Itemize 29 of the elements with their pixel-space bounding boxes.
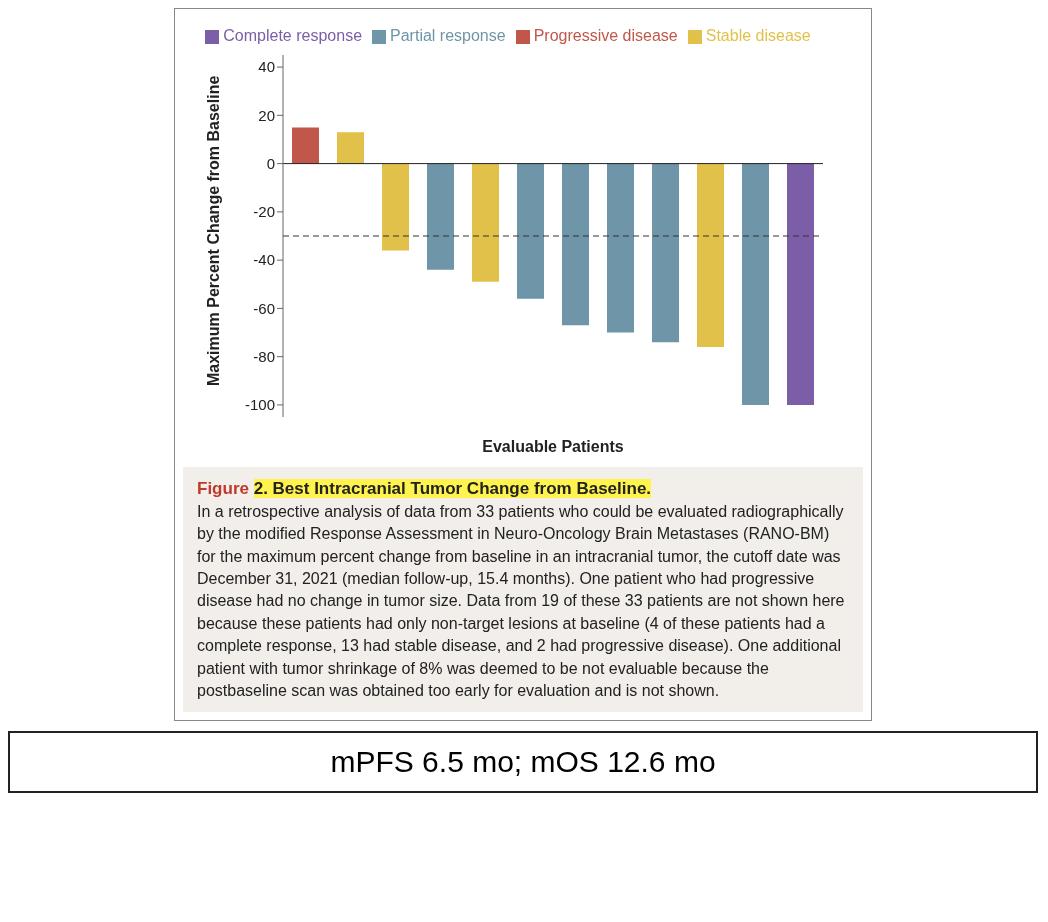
text: In a retrospective analysis of data from 33 patients who could be evaluated radiographically by the modified Response Assessment in Neuro-Oncology Brain Metastases (RANO-BM) for the maximum percent change from baseline in an intracranial tumor, the cutoff date was December 31, 2021 (median follow-up, 15.4 months). One patient who had progressive disease had no change in tumor size. Data from 19 of these 33 patients are not shown here because these patients had only non-target lesions at baseline (4 of these patients had a complete response, 13 had stable disease, and 2 had progressive disease). One additional patient with tumor shrinkage of 8% was deemed to be not evaluable because the postbaseline scan was obtained too early for evaluation and is not shown. (197, 502, 845, 699)
y-tick-label: 0 (266, 154, 275, 172)
y-tick-label: -60 (253, 299, 275, 317)
bar (292, 127, 319, 164)
bar (787, 163, 814, 405)
bar (337, 132, 364, 164)
bar (697, 163, 724, 348)
bar (427, 163, 454, 270)
legend-label: Partial response (390, 27, 506, 44)
caption: Figure 2. Best Intracranial Tumor Change from Baseline. (197, 479, 652, 498)
bar (562, 163, 589, 326)
x-axis-title: Evaluable Patients (482, 438, 624, 455)
y-tick-label: -80 (253, 347, 275, 365)
bar (742, 163, 769, 405)
legend-label: Progressive disease (533, 27, 678, 44)
legend-label: Stable disease (705, 27, 811, 44)
y-tick-label: -40 (253, 251, 275, 269)
text: mPFS 6.5 mo; mOS 12.6 mo (8, 731, 1038, 794)
y-tick-label: -100 (244, 396, 275, 414)
y-tick-label: 40 (258, 58, 275, 76)
bar (652, 163, 679, 343)
bar (607, 163, 634, 333)
y-tick-label: 20 (258, 106, 275, 124)
bar (382, 163, 409, 251)
legend-label: Complete response (223, 27, 363, 44)
bar (472, 163, 499, 282)
y-tick-label: -20 (253, 203, 275, 221)
y-axis-title: Maximum Percent Change from Baseline (204, 75, 222, 386)
bar (517, 163, 544, 299)
